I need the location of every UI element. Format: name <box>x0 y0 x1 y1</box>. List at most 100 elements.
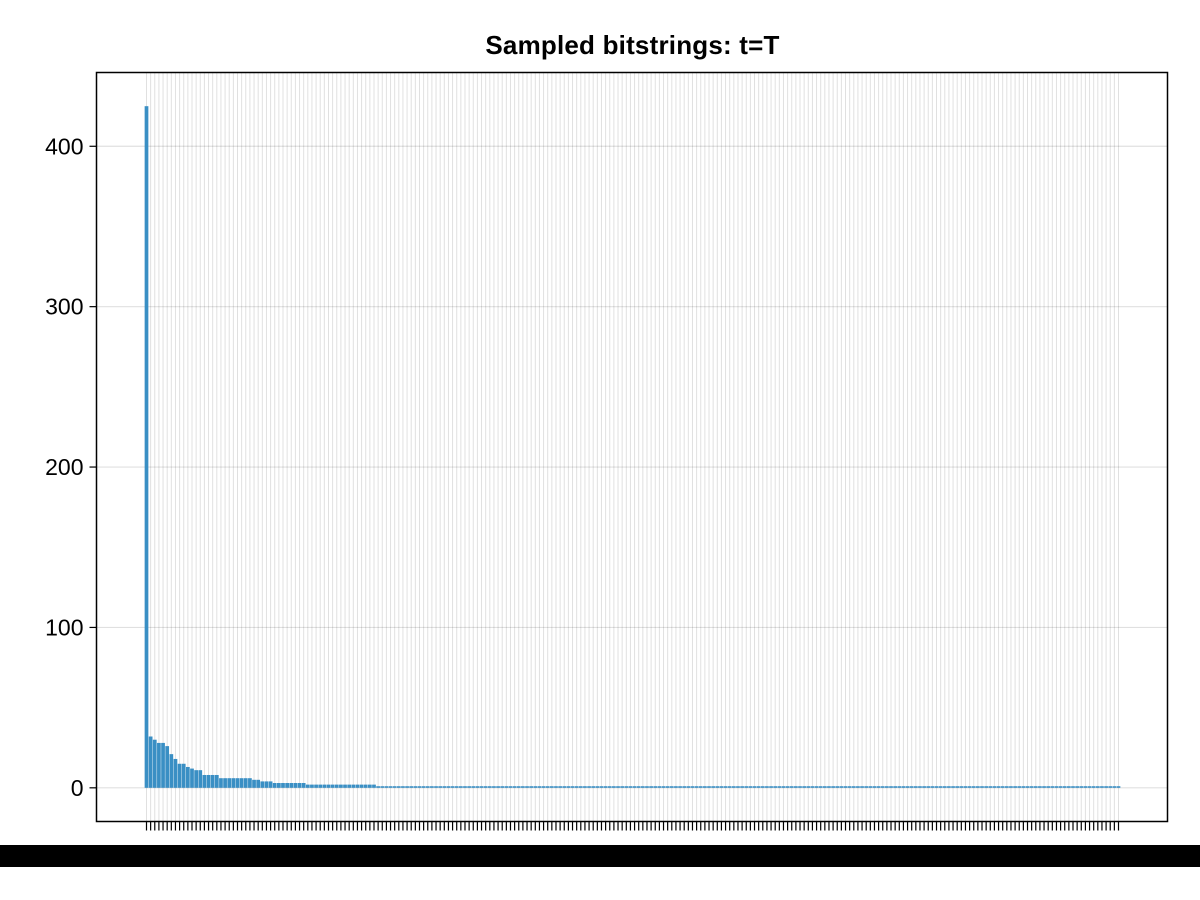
bar <box>731 786 736 788</box>
bar <box>839 786 844 788</box>
bar <box>301 783 306 788</box>
bar <box>492 786 496 788</box>
bar <box>698 786 703 788</box>
bar <box>330 784 335 788</box>
bar <box>314 784 318 788</box>
bar <box>868 786 873 788</box>
bar <box>864 786 869 788</box>
bar <box>955 786 960 788</box>
bar <box>922 786 926 788</box>
bar <box>831 786 835 788</box>
bar <box>268 781 273 788</box>
bar <box>909 786 914 788</box>
bar <box>310 784 314 788</box>
bar <box>595 786 600 788</box>
bar <box>450 786 455 788</box>
bar <box>144 106 149 788</box>
bar <box>942 786 947 788</box>
bar <box>516 786 521 788</box>
bar <box>860 786 864 788</box>
bar <box>504 786 509 788</box>
bar <box>992 786 997 788</box>
bar <box>281 783 285 788</box>
gridlines <box>96 72 1168 822</box>
bar <box>930 786 935 788</box>
bar <box>351 784 356 788</box>
bar <box>1071 786 1075 788</box>
bar <box>996 786 1001 788</box>
bar <box>947 786 951 788</box>
bar <box>802 786 807 788</box>
bar <box>417 786 422 788</box>
bar <box>674 786 678 788</box>
bar <box>231 778 236 788</box>
bar <box>359 784 364 788</box>
bar <box>1033 786 1038 788</box>
bar <box>645 786 649 788</box>
bar <box>851 786 856 788</box>
bar <box>843 786 848 788</box>
bar <box>1017 786 1022 788</box>
bar <box>318 784 323 788</box>
bar <box>612 786 616 788</box>
bar <box>496 786 500 788</box>
bar <box>723 786 728 788</box>
bar <box>653 786 658 788</box>
bar <box>388 786 393 788</box>
bar <box>901 786 906 788</box>
bar <box>1058 786 1063 788</box>
bar <box>583 786 587 788</box>
bar <box>719 786 724 788</box>
bar <box>363 784 368 788</box>
bar <box>148 736 153 788</box>
bar <box>657 786 662 788</box>
bar <box>810 786 815 788</box>
bar <box>549 786 554 788</box>
bar <box>272 783 277 788</box>
bar <box>339 784 343 788</box>
bar <box>475 786 480 788</box>
bar <box>988 786 993 788</box>
bar <box>781 786 786 788</box>
bar <box>624 786 629 788</box>
bar <box>181 763 186 788</box>
bar <box>235 778 240 788</box>
bar <box>951 786 955 788</box>
bar <box>707 786 711 788</box>
bar <box>632 786 637 788</box>
bar <box>289 783 294 788</box>
bar <box>603 786 608 788</box>
bar <box>736 786 740 788</box>
bar <box>847 786 852 788</box>
bar <box>367 784 372 788</box>
bar <box>152 739 157 788</box>
bars <box>144 106 1121 788</box>
x-tick-label-band <box>0 845 1200 867</box>
bar <box>661 786 666 788</box>
bar <box>628 786 633 788</box>
bar <box>1021 786 1026 788</box>
bar <box>512 786 517 788</box>
bar <box>1050 786 1055 788</box>
bar <box>959 786 964 788</box>
bar <box>396 786 401 788</box>
bar <box>186 766 190 788</box>
bar <box>1046 786 1051 788</box>
bar <box>976 786 980 788</box>
bar <box>984 786 989 788</box>
bar <box>355 784 360 788</box>
bar <box>856 786 860 788</box>
bar <box>872 786 877 788</box>
bar <box>570 786 575 788</box>
bar <box>438 786 443 788</box>
bar <box>756 786 761 788</box>
bar <box>980 786 984 788</box>
bar <box>1091 786 1096 788</box>
bar <box>541 786 546 788</box>
bar <box>686 786 691 788</box>
bar <box>727 786 732 788</box>
bar <box>529 786 534 788</box>
bar <box>326 784 331 788</box>
y-tick-label: 100 <box>45 614 83 640</box>
bar <box>169 754 174 788</box>
